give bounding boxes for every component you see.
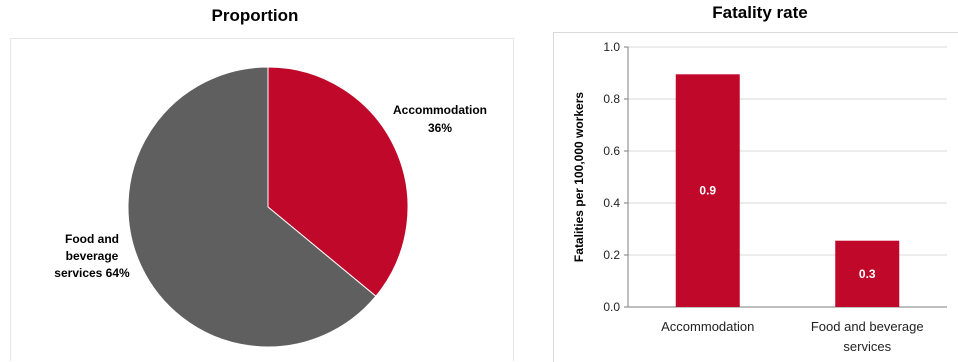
pie-label-food-beverage-line: beverage [66,249,119,263]
pie-slice-accommodation [267,66,409,297]
y-tick-label: 0.4 [603,196,620,210]
pie-chart-title: Proportion [211,6,299,25]
y-tick-label: 0.0 [603,300,620,314]
bar-chart-title: Fatality rate [712,3,808,22]
x-category-label: Food and beverage [811,319,924,334]
y-tick-label: 0.8 [603,92,620,106]
bar-food-beverage [835,240,900,307]
x-category-label: Accommodation [661,319,754,334]
bar-accommodation [675,74,740,307]
bar-data-label: 0.3 [859,267,876,281]
pie-slice-food-beverage [127,66,377,348]
y-axis-label: Fatalities per 100,000 workers [572,92,586,262]
y-tick-label: 0.2 [603,248,620,262]
pie-label-food-beverage-line: Food and [65,232,119,246]
pie-value-accommodation: 36% [428,121,452,135]
y-tick-label: 1.0 [603,40,620,54]
y-tick-label: 0.6 [603,144,620,158]
pie-label-food-beverage-line: services 64% [54,266,130,280]
pie-label-accommodation: Accommodation [393,103,487,117]
bar-data-label: 0.9 [699,184,716,198]
x-category-label: services [843,339,891,354]
